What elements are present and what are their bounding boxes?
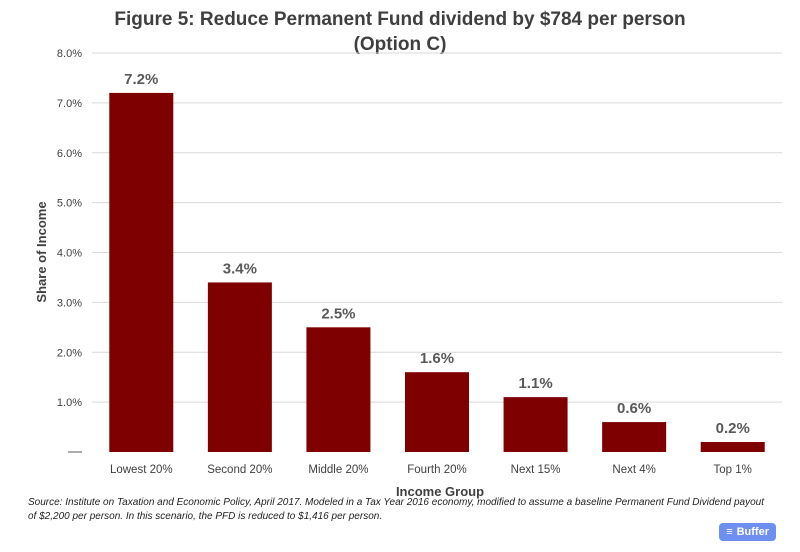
x-category-label: Second 20% bbox=[207, 464, 272, 476]
y-tick-label: 5.0% bbox=[57, 198, 82, 210]
y-tick-label: 2.0% bbox=[57, 347, 82, 359]
chart-title-group: Figure 5: Reduce Permanent Fund dividend… bbox=[114, 9, 685, 55]
x-category-label: Fourth 20% bbox=[407, 464, 466, 476]
bar bbox=[405, 372, 469, 452]
y-tick-label: 8.0% bbox=[57, 48, 82, 60]
data-label: 1.1% bbox=[518, 375, 552, 392]
bar bbox=[503, 397, 568, 452]
data-label: 2.5% bbox=[321, 305, 355, 322]
data-labels: 7.2% 3.4% 2.5% 1.6% 1.1% 0.6% 0.2% bbox=[124, 71, 750, 437]
bar bbox=[700, 442, 765, 452]
data-label: 0.6% bbox=[617, 400, 651, 417]
y-axis-ticks: 1.0% 2.0% 3.0% 4.0% 5.0% 6.0% 7.0% 8.0% bbox=[57, 48, 82, 409]
x-category-label: Lowest 20% bbox=[110, 464, 173, 476]
gridlines bbox=[68, 52, 782, 453]
bar bbox=[207, 282, 272, 452]
x-category-label: Next 4% bbox=[612, 464, 655, 476]
buffer-button[interactable]: ≡ Buffer bbox=[719, 523, 776, 541]
bar bbox=[109, 92, 174, 453]
y-tick-label: 3.0% bbox=[57, 297, 82, 309]
source-note: Source: Institute on Taxation and Econom… bbox=[28, 497, 764, 522]
y-tick-label: 1.0% bbox=[57, 397, 82, 409]
x-axis-title: Income Group bbox=[396, 484, 484, 499]
buffer-stack-icon: ≡ bbox=[726, 526, 733, 538]
data-label: 1.6% bbox=[420, 350, 454, 367]
x-category-label: Top 1% bbox=[714, 464, 752, 476]
y-tick-label: 7.0% bbox=[57, 98, 82, 110]
x-category-label: Middle 20% bbox=[308, 464, 368, 476]
x-axis-categories: Lowest 20% Second 20% Middle 20% Fourth 20%… bbox=[110, 464, 752, 476]
chart-subtitle: (Option C) bbox=[354, 34, 447, 55]
chart-title: Figure 5: Reduce Permanent Fund dividend… bbox=[114, 9, 685, 30]
data-label: 0.2% bbox=[716, 420, 750, 437]
y-axis-title: Share of Income bbox=[34, 201, 49, 302]
bars bbox=[109, 92, 765, 453]
data-label: 7.2% bbox=[124, 71, 158, 88]
bar bbox=[602, 422, 667, 452]
x-category-label: Next 15% bbox=[511, 464, 561, 476]
y-tick-label: 4.0% bbox=[57, 248, 82, 260]
bar bbox=[306, 327, 371, 452]
buffer-label: Buffer bbox=[736, 526, 769, 538]
data-label: 3.4% bbox=[223, 260, 257, 277]
y-tick-label: 6.0% bbox=[57, 148, 82, 160]
